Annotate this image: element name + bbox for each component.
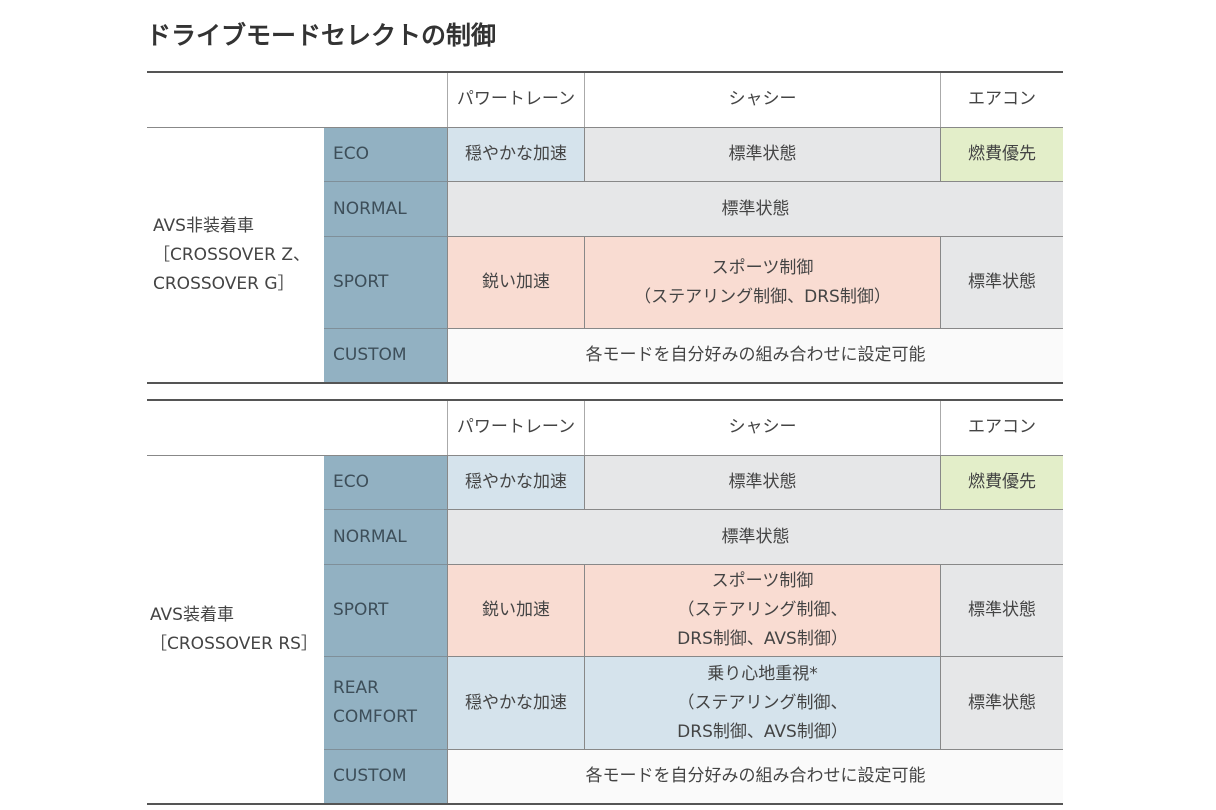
cell: 標準状態: [940, 237, 1063, 329]
cell: 標準状態: [584, 127, 940, 182]
cell: 標準状態: [447, 510, 1063, 565]
cell: 標準状態: [447, 182, 1063, 237]
mode-label: SPORT: [324, 237, 447, 329]
mode-label: ECO: [324, 127, 447, 182]
cell: 鋭い加速: [447, 237, 584, 329]
group-label: AVS非装着車 ［CROSSOVER Z、 CROSSOVER G］: [153, 215, 310, 294]
column-header: パワートレーン: [447, 400, 584, 455]
cell: 標準状態: [584, 455, 940, 510]
mode-label: CUSTOM: [324, 329, 447, 383]
title: ドライブモードセレクトの制御: [146, 21, 497, 50]
rule: [147, 382, 1063, 384]
group-label: AVS装着車 ［CROSSOVER RS］: [150, 604, 318, 654]
cell: 燃費優先: [940, 455, 1063, 510]
column-header: シャシー: [584, 400, 940, 455]
cell: 燃費優先: [940, 127, 1063, 182]
mode-label: NORMAL: [324, 182, 447, 237]
mode-label: REAR COMFORT: [324, 657, 447, 750]
mode-label: NORMAL: [324, 510, 447, 565]
cell: 穏やかな加速: [447, 657, 584, 750]
cell: スポーツ制御 （ステアリング制御、 DRS制御、AVS制御）: [584, 565, 940, 657]
cell: 穏やかな加速: [447, 455, 584, 510]
column-header: エアコン: [940, 72, 1063, 127]
rule: [147, 803, 1063, 805]
cell: 鋭い加速: [447, 565, 584, 657]
cell: 各モードを自分好みの組み合わせに設定可能: [447, 329, 1063, 383]
cell: 各モードを自分好みの組み合わせに設定可能: [447, 750, 1063, 804]
column-header: シャシー: [584, 72, 940, 127]
cell: 乗り心地重視* （ステアリング制御、 DRS制御、AVS制御）: [584, 657, 940, 750]
rule: [147, 71, 1063, 73]
cell: スポーツ制御 （ステアリング制御、DRS制御）: [584, 237, 940, 329]
mode-label: SPORT: [324, 565, 447, 657]
rule: [147, 399, 1063, 401]
mode-label: CUSTOM: [324, 750, 447, 804]
mode-label: ECO: [324, 455, 447, 510]
rule: [147, 455, 1063, 456]
column-header: エアコン: [940, 400, 1063, 455]
column-header: パワートレーン: [447, 72, 584, 127]
rule: [147, 127, 1063, 128]
cell: 標準状態: [940, 565, 1063, 657]
cell: 穏やかな加速: [447, 127, 584, 182]
cell: 標準状態: [940, 657, 1063, 750]
